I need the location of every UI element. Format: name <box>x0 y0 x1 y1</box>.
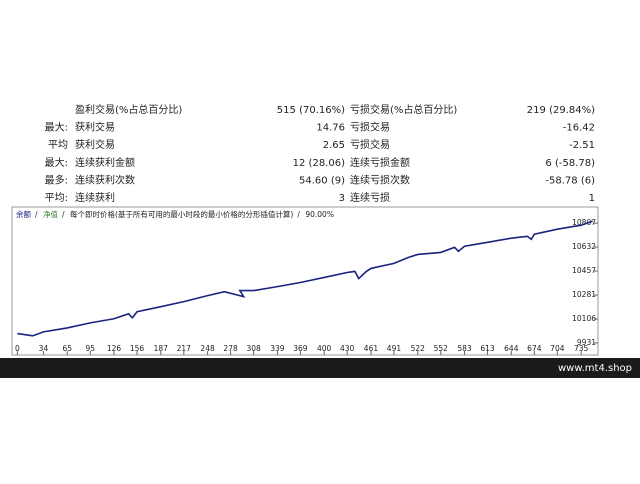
x-tick-label: 339 <box>270 344 285 353</box>
row-label: 平均 <box>48 139 68 151</box>
x-tick-label: 156 <box>130 344 145 353</box>
loss-name: 连续亏损次数 <box>350 173 410 186</box>
loss-name: 连续亏损 <box>350 191 390 204</box>
y-tick-label: 10807 <box>572 218 596 227</box>
x-tick-label: 735 <box>574 344 589 353</box>
win-name: 盈利交易(%占总百分比) <box>75 103 182 116</box>
x-tick-label: 369 <box>293 344 308 353</box>
win-name: 连续获利 <box>75 191 115 204</box>
x-tick-label: 704 <box>550 344 565 353</box>
x-tick-label: 217 <box>177 344 192 353</box>
loss-value: -2.51 <box>569 140 595 151</box>
x-tick-label: 95 <box>85 344 95 353</box>
footer-bar <box>0 358 640 378</box>
x-tick-label: 308 <box>246 344 261 353</box>
y-tick-label: 10632 <box>572 242 596 251</box>
x-tick-label: 430 <box>340 344 355 353</box>
x-tick-label: 0 <box>15 344 20 353</box>
legend-sep: / <box>297 210 300 219</box>
x-tick-label: 491 <box>387 344 402 353</box>
row-label: 平均: <box>45 192 68 204</box>
loss-name: 亏损交易 <box>350 121 390 134</box>
loss-value: 6 (-58.78) <box>545 158 595 169</box>
x-tick-label: 583 <box>457 344 472 353</box>
x-tick-label: 461 <box>364 344 379 353</box>
loss-value: -58.78 (6) <box>545 175 595 186</box>
win-value: 12 (28.06) <box>293 158 345 169</box>
legend-entry: 余额 <box>16 209 31 219</box>
legend-sep: / <box>62 210 65 219</box>
win-value: 54.60 (9) <box>299 175 345 186</box>
x-tick-label: 644 <box>504 344 519 353</box>
loss-name: 亏损交易 <box>350 138 390 151</box>
x-tick-label: 613 <box>480 344 495 353</box>
y-tick-label: 10457 <box>572 266 596 275</box>
loss-name: 连续亏损金额 <box>350 156 410 169</box>
legend-sep: / <box>35 210 38 219</box>
y-tick-label: 9931 <box>577 338 596 347</box>
x-tick-label: 126 <box>107 344 122 353</box>
win-value: 3 <box>339 193 345 204</box>
loss-value: 219 (29.84%) <box>527 105 595 116</box>
x-tick-label: 248 <box>200 344 215 353</box>
balance-line <box>17 220 593 337</box>
win-name: 连续获利金额 <box>75 156 135 169</box>
footer-site: www.mt4.shop <box>558 363 632 374</box>
legend-entry: 90.00% <box>305 210 334 219</box>
row-label: 最大: <box>45 156 68 169</box>
y-tick-label: 10106 <box>572 314 596 323</box>
x-tick-label: 552 <box>434 344 449 353</box>
row-label: 最大: <box>45 121 68 134</box>
x-tick-label: 400 <box>317 344 332 353</box>
x-tick-label: 674 <box>527 344 542 353</box>
x-tick-label: 65 <box>62 344 72 353</box>
x-tick-label: 278 <box>223 344 238 353</box>
win-value: 14.76 <box>316 123 345 134</box>
win-value: 2.65 <box>323 140 345 151</box>
x-tick-label: 522 <box>411 344 426 353</box>
win-value: 515 (70.16%) <box>277 105 345 116</box>
win-name: 连续获利次数 <box>75 173 135 186</box>
loss-name: 亏损交易(%占总百分比) <box>350 103 457 116</box>
legend-entry: 净值 <box>43 209 58 219</box>
y-tick-label: 10281 <box>572 290 596 299</box>
x-tick-label: 34 <box>39 344 49 353</box>
loss-value: 1 <box>589 193 595 204</box>
win-name: 获利交易 <box>75 138 115 151</box>
legend-entry: 每个即时价格(基于所有可用的最小时段的最小价格的分形插值计算) <box>70 209 293 219</box>
loss-value: -16.42 <box>563 123 595 134</box>
win-name: 获利交易 <box>75 121 115 134</box>
x-tick-label: 187 <box>154 344 169 353</box>
row-label: 最多: <box>45 173 68 186</box>
